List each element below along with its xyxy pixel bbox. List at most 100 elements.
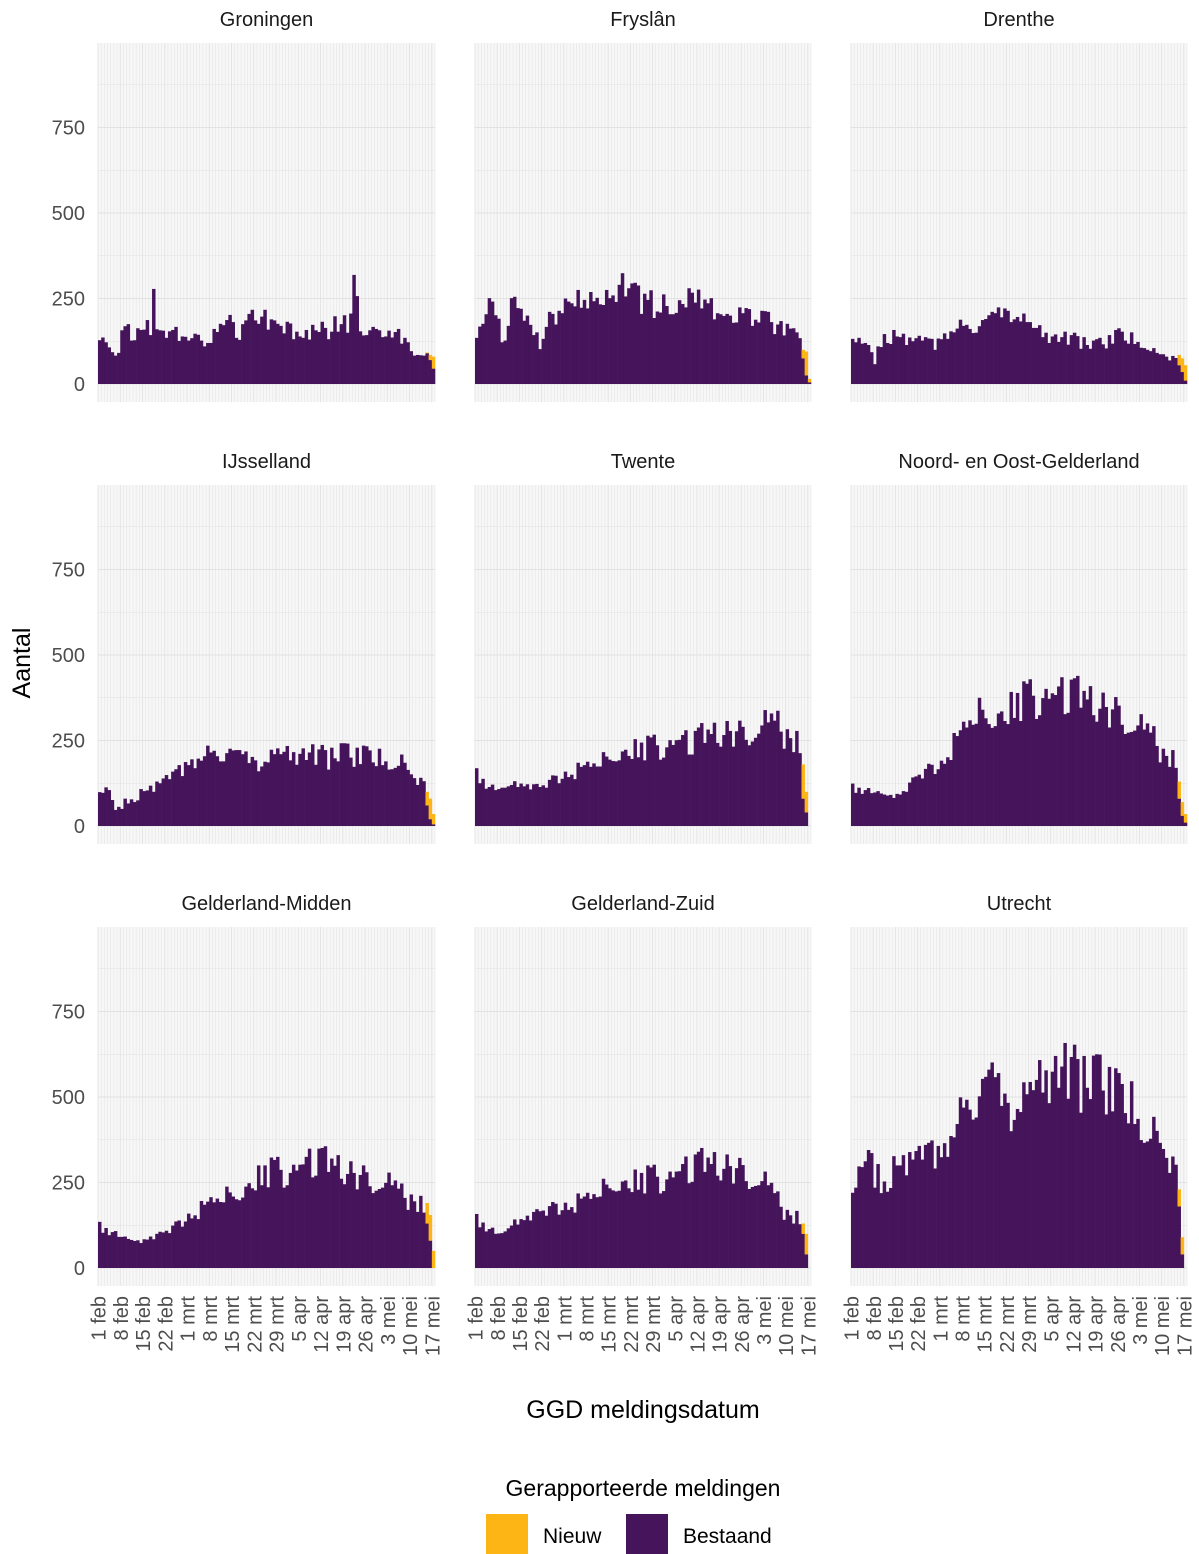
bar-nieuw xyxy=(425,352,429,354)
bar-bestaand xyxy=(1129,332,1134,384)
bar-bestaand xyxy=(1022,1082,1026,1268)
bar-bestaand xyxy=(1088,686,1093,826)
bar-bestaand xyxy=(538,349,542,384)
bar-bestaand xyxy=(677,1171,682,1268)
bar-bestaand xyxy=(352,274,356,384)
bar-bestaand xyxy=(361,745,366,826)
bar-bestaand xyxy=(323,327,328,384)
bar-bestaand xyxy=(766,1185,771,1268)
bar-bestaand xyxy=(879,1193,883,1268)
bar-bestaand xyxy=(342,1184,347,1268)
bar-bestaand xyxy=(101,792,105,826)
bar-bestaand xyxy=(1019,1112,1023,1268)
bar-bestaand xyxy=(490,301,495,384)
bar-bestaand xyxy=(221,1202,226,1268)
bar-bestaand xyxy=(301,1164,305,1268)
bar-bestaand xyxy=(291,339,296,384)
bar-bestaand xyxy=(244,1186,248,1268)
bar-bestaand xyxy=(668,740,672,826)
bar-bestaand xyxy=(522,320,527,384)
bar-bestaand xyxy=(782,1219,786,1268)
bar-bestaand xyxy=(387,1172,391,1268)
bar-bestaand xyxy=(1114,697,1118,826)
bar-bestaand xyxy=(1069,335,1074,384)
bar-bestaand xyxy=(202,346,207,384)
bar-bestaand xyxy=(180,776,185,826)
bar-bestaand xyxy=(269,319,274,384)
bar-bestaand xyxy=(665,1179,669,1268)
bar-bestaand xyxy=(876,346,880,384)
bar-bestaand xyxy=(1101,692,1105,826)
bar-bestaand xyxy=(206,745,210,826)
panel-title: IJsselland xyxy=(222,451,311,473)
bar-bestaand xyxy=(212,328,216,384)
x-tick-label: 29 mrt xyxy=(267,1296,289,1353)
bar-bestaand xyxy=(139,329,143,384)
bar-bestaand xyxy=(744,1181,748,1268)
bar-bestaand xyxy=(554,1203,558,1268)
bar-bestaand xyxy=(301,337,305,384)
bar-bestaand xyxy=(218,323,223,384)
bar-bestaand xyxy=(349,313,353,384)
bar-bestaand xyxy=(393,1180,398,1268)
bar-bestaand xyxy=(288,760,293,826)
bar-bestaand xyxy=(1167,1172,1172,1268)
bar-bestaand xyxy=(573,779,577,826)
bar-bestaand xyxy=(1009,322,1013,384)
bar-bestaand xyxy=(368,750,372,826)
bar-bestaand xyxy=(1034,1079,1039,1268)
bar-bestaand xyxy=(687,1183,691,1268)
bar-bestaand xyxy=(215,756,220,826)
bar-bestaand xyxy=(901,1155,906,1268)
bar-bestaand xyxy=(288,1172,293,1268)
bar-bestaand xyxy=(218,1201,223,1268)
bar-bestaand xyxy=(1129,731,1134,826)
bar-bestaand xyxy=(942,763,947,826)
bar-bestaand xyxy=(1117,328,1121,384)
bar-bestaand xyxy=(228,314,232,384)
bar-nieuw xyxy=(1183,814,1188,823)
bar-bestaand xyxy=(715,742,720,826)
bar-bestaand xyxy=(1136,341,1140,384)
bar-bestaand xyxy=(611,761,615,826)
bar-bestaand xyxy=(330,1158,334,1268)
bar-bestaand xyxy=(209,1197,213,1268)
bar-bestaand xyxy=(863,790,868,826)
bar-bestaand xyxy=(400,343,404,384)
bar-bestaand xyxy=(164,1230,169,1268)
bar-bestaand xyxy=(795,332,799,384)
bar-bestaand xyxy=(923,768,928,826)
bar-bestaand xyxy=(658,759,663,826)
bar-bestaand xyxy=(1079,707,1083,826)
bar-bestaand xyxy=(199,340,204,384)
bar-bestaand xyxy=(478,783,482,826)
bar-bestaand xyxy=(1129,1081,1134,1268)
bar-bestaand xyxy=(946,338,950,384)
bar-bestaand xyxy=(747,309,752,384)
bar-bestaand xyxy=(971,1119,975,1268)
bar-bestaand xyxy=(987,315,991,384)
bar-bestaand xyxy=(980,709,985,826)
bar-bestaand xyxy=(475,337,479,384)
bar-bestaand xyxy=(563,298,568,384)
bar-bestaand xyxy=(158,1231,162,1268)
x-tick-label: 26 apr xyxy=(732,1296,754,1353)
bar-bestaand xyxy=(113,1231,118,1268)
bar-bestaand xyxy=(503,787,507,826)
bar-bestaand xyxy=(250,309,255,384)
bar-bestaand xyxy=(288,323,293,384)
bar-bestaand xyxy=(412,1201,417,1268)
bar-bestaand xyxy=(317,749,321,826)
bar-bestaand xyxy=(1180,372,1185,384)
bar-bestaand xyxy=(241,754,245,826)
x-tick-label: 3 mei xyxy=(1130,1296,1152,1345)
x-tick-label: 15 mrt xyxy=(222,1296,244,1353)
bar-bestaand xyxy=(703,299,707,384)
bar-bestaand xyxy=(132,802,137,826)
bar-bestaand xyxy=(696,727,701,826)
bar-bestaand xyxy=(980,320,985,384)
bar-bestaand xyxy=(541,1210,546,1268)
bar-bestaand xyxy=(298,753,302,826)
panel-title: Fryslân xyxy=(610,9,676,31)
x-tick-label: 8 feb xyxy=(864,1296,886,1340)
